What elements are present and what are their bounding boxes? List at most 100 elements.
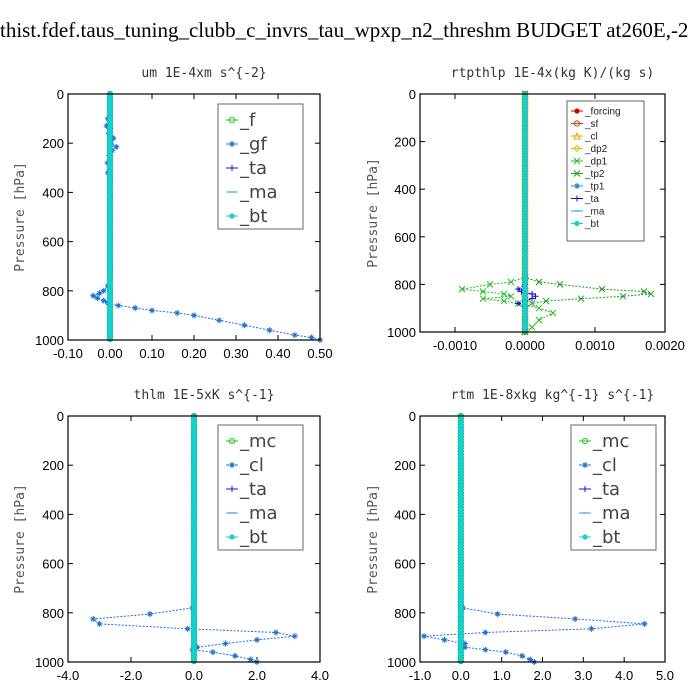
legend-marker xyxy=(229,534,235,540)
y-tick-label: 200 xyxy=(394,458,416,473)
chart-panel-1: um 1E-4xm s^{-2} Pressure [hPa] -0.10 0.00 0… xyxy=(13,66,333,361)
x-tick-label: 0.00 xyxy=(97,346,122,361)
y-axis-label: Pressure [hPa] xyxy=(366,484,381,594)
data-point xyxy=(502,649,509,656)
data-point xyxy=(421,633,428,640)
data-point xyxy=(500,290,508,298)
data-point xyxy=(527,656,534,663)
y-tick-label: 600 xyxy=(394,230,416,245)
data-point xyxy=(216,317,223,324)
x-tick-label: 0.30 xyxy=(223,346,248,361)
panel-title: rtpthlp 1E-4x(kg K)/(kg s) xyxy=(451,66,655,81)
legend-marker xyxy=(582,534,588,540)
x-tick-label: -0.10 xyxy=(53,346,83,361)
data-point xyxy=(132,305,139,312)
legend-label: _ma xyxy=(239,503,278,524)
plot-frame xyxy=(67,415,321,663)
legend: _forcing_sf _cl_dp2 _dp1_tp2 _tp1_ta _ma_bt xyxy=(566,100,645,242)
x-tick-label: 4.0 xyxy=(311,668,329,683)
y-tick-label: 600 xyxy=(42,557,64,572)
data-point xyxy=(542,297,550,305)
data-point xyxy=(231,652,238,659)
y-tick-label: 1000 xyxy=(35,333,64,348)
data-point xyxy=(291,332,298,339)
x-tick-label: 0.10 xyxy=(139,346,164,361)
legend-label: _mc xyxy=(592,431,629,452)
data-point xyxy=(519,652,526,659)
legend-label: _tp2 xyxy=(584,169,605,180)
y-tick-label: 1000 xyxy=(387,655,416,670)
y-tick-label: 200 xyxy=(42,458,64,473)
legend-marker xyxy=(228,437,236,445)
series-line xyxy=(423,415,645,663)
data-point xyxy=(90,292,97,299)
y-tick-label: 800 xyxy=(42,606,64,621)
data-point xyxy=(113,143,120,150)
legend-label: _forcing xyxy=(584,107,621,118)
legend: _mc _cl _ta _ma _bt xyxy=(217,424,304,551)
legend-label: _gf xyxy=(239,134,267,155)
y-tick-label: 600 xyxy=(394,557,416,572)
data-point xyxy=(619,292,627,300)
legend-marker xyxy=(574,220,580,227)
data-point xyxy=(96,290,103,297)
data-point xyxy=(104,159,111,166)
y-axis-label: Pressure [hPa] xyxy=(366,158,381,268)
data-point xyxy=(94,295,101,302)
data-point xyxy=(103,122,110,129)
data-point xyxy=(194,644,201,651)
y-tick-label: 200 xyxy=(394,135,416,150)
x-tick-label: -4.0 xyxy=(57,668,79,683)
y-axis-label: Pressure [hPa] xyxy=(13,484,28,594)
data-point xyxy=(482,646,489,653)
y-tick-label: 0 xyxy=(409,87,416,102)
data-point xyxy=(479,288,487,295)
data-point xyxy=(535,304,543,312)
legend-label: _ma xyxy=(584,207,605,218)
legend-box xyxy=(217,424,304,551)
data-point xyxy=(458,285,466,293)
data-point xyxy=(535,316,543,324)
y-tick-label: 800 xyxy=(42,284,64,299)
series-line xyxy=(461,94,555,333)
data-point xyxy=(458,658,464,664)
data-point xyxy=(588,625,595,632)
data-point xyxy=(528,300,536,307)
data-point xyxy=(96,620,103,627)
data-point xyxy=(241,322,248,329)
data-point xyxy=(647,290,655,298)
legend-label: _sf xyxy=(584,119,599,130)
data-point xyxy=(500,297,508,305)
plot-frame xyxy=(419,415,666,663)
y-tick-label: 200 xyxy=(42,136,64,151)
data-point xyxy=(222,640,229,647)
data-point xyxy=(191,658,197,664)
data-point xyxy=(528,323,536,331)
y-tick-label: 800 xyxy=(394,277,416,292)
x-tick-label: 2.0 xyxy=(533,668,551,683)
legend-label: _tp1 xyxy=(584,182,605,193)
data-point xyxy=(572,615,579,622)
x-tick-label: 0.0000 xyxy=(505,338,545,353)
data-point xyxy=(247,656,254,663)
x-tick-label: -2.0 xyxy=(120,668,142,683)
legend-label: _cl xyxy=(239,455,264,476)
series-bt xyxy=(107,91,113,342)
data-point xyxy=(441,636,448,643)
data-point xyxy=(146,611,153,618)
series-dp1 xyxy=(458,90,557,336)
panel-title: um 1E-4xm s^{-2} xyxy=(141,66,266,81)
series-bt xyxy=(522,91,528,334)
legend-label: _bt xyxy=(239,527,267,548)
legend-label: _dp1 xyxy=(584,157,608,168)
y-tick-label: 0 xyxy=(409,409,416,424)
legend-marker xyxy=(573,144,581,153)
legend-marker xyxy=(574,108,580,114)
legend-label: _ta xyxy=(239,158,267,179)
data-point xyxy=(254,636,260,643)
data-point xyxy=(461,640,468,647)
legend-label: _bt xyxy=(584,219,599,230)
legend: _f _gf _ta _ma _bt xyxy=(217,103,304,230)
legend-label: _dp2 xyxy=(584,144,608,155)
x-tick-label: -0.0010 xyxy=(433,338,477,353)
